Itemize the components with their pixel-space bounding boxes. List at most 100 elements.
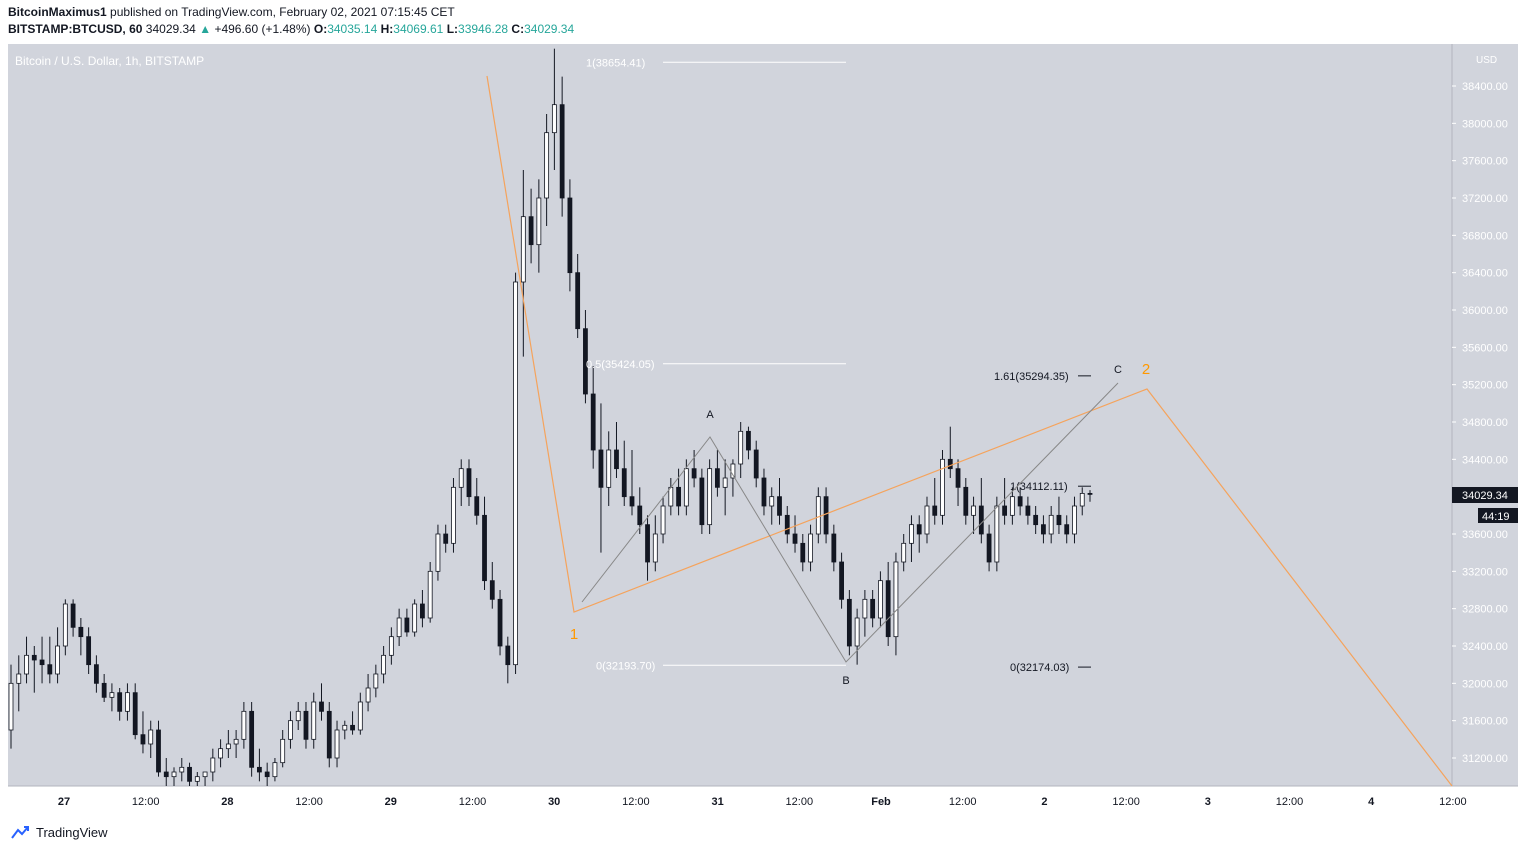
candle-body — [870, 598, 876, 619]
price-axis[interactable] — [1452, 44, 1518, 786]
candle-body — [714, 468, 720, 488]
candle-body — [373, 673, 379, 689]
x-tick-label: 12:00 — [132, 796, 160, 808]
change-arrow-icon: ▲ — [199, 22, 212, 36]
currency-label: USD — [1476, 55, 1497, 66]
candle-body — [132, 692, 138, 736]
candle-body — [295, 710, 301, 722]
y-tick-label: 36800.00 — [1462, 230, 1508, 242]
candle-body — [249, 710, 255, 768]
candle-body — [179, 766, 185, 773]
candle-body — [598, 449, 604, 488]
candle-body — [909, 524, 914, 544]
candle-body — [854, 617, 860, 647]
candle-body — [878, 580, 883, 619]
candle-body — [1002, 505, 1008, 516]
candle-body — [342, 724, 348, 731]
x-tick-label: 30 — [548, 796, 560, 808]
candle-body — [31, 654, 37, 661]
chart-pane[interactable] — [8, 44, 1452, 786]
candle-body — [187, 766, 192, 782]
wave-label-1: 1 — [570, 626, 578, 643]
candle-body — [202, 771, 208, 778]
y-tick-label: 35200.00 — [1462, 380, 1508, 392]
candle-body — [551, 104, 557, 134]
y-tick-label: 32000.00 — [1462, 678, 1508, 690]
x-tick-label: 12:00 — [459, 796, 487, 808]
low-label: L: — [446, 22, 459, 36]
candle-body — [319, 701, 324, 712]
x-tick-label: 12:00 — [295, 796, 323, 808]
candle-body — [986, 533, 992, 563]
last-price: 34029.34 — [145, 22, 196, 36]
abc-wave-path — [581, 382, 1119, 663]
tradingview-logo[interactable]: TradingView — [8, 824, 108, 840]
x-tick-label: 2 — [1041, 796, 1047, 808]
candle-body — [885, 580, 891, 638]
candle-body — [815, 496, 821, 535]
wave-label-C: C — [1114, 364, 1122, 376]
candle-body — [699, 477, 705, 526]
close-value: 34029.34 — [524, 22, 575, 36]
y-tick-label: 32400.00 — [1462, 641, 1508, 653]
candle-body — [303, 710, 309, 740]
candle-body — [629, 496, 635, 507]
fib-level-label: 0(32193.70) — [596, 660, 655, 672]
time-axis[interactable] — [8, 786, 1518, 814]
candle-body — [357, 701, 363, 731]
wave-label-A: A — [706, 409, 714, 421]
high-label: H: — [380, 22, 394, 36]
orange-wave-path — [486, 75, 1453, 787]
drawing-overlays: 1(38654.41) 0.5(35424.05) 0(32193.70) 1.61(… — [486, 57, 1453, 787]
candle-body — [1056, 514, 1062, 526]
author-name[interactable]: BitcoinMaximus1 — [8, 5, 107, 19]
x-axis-ticks: 27 12:00 28 12:00 29 12:00 30 12:00 31 12:00 Feb 12… — [58, 796, 1467, 808]
candles-group — [8, 48, 1093, 786]
candle-body — [955, 468, 961, 488]
countdown-label: 44:19 — [1482, 511, 1510, 523]
candle-body — [280, 738, 286, 764]
candle-body — [388, 636, 394, 656]
close-label: C: — [511, 22, 525, 36]
candle-body — [156, 729, 161, 773]
candle-body — [1064, 524, 1070, 535]
candle-body — [420, 603, 425, 619]
candle-body — [1087, 492, 1093, 495]
x-tick-label: 12:00 — [1439, 796, 1467, 808]
candle-body — [78, 626, 84, 638]
candle-body — [924, 505, 930, 535]
y-tick-label: 36000.00 — [1462, 305, 1508, 317]
candle-body — [753, 449, 759, 479]
last-price-tag — [1452, 487, 1518, 503]
candle-body — [940, 458, 945, 516]
candle-body — [1079, 492, 1085, 507]
candle-body — [1025, 505, 1031, 516]
chart-title: Bitcoin / U.S. Dollar, 1h, BITSTAMP — [15, 54, 204, 68]
y-tick-label: 37200.00 — [1462, 193, 1508, 205]
candle-body — [513, 281, 518, 666]
candle-body — [288, 720, 293, 740]
candle-body — [746, 430, 751, 451]
candle-body — [482, 514, 487, 582]
candle-body — [1041, 524, 1046, 535]
publish-info: BitcoinMaximus1 published on TradingView… — [8, 5, 455, 19]
candle-body — [637, 505, 643, 526]
candle-body — [846, 598, 852, 647]
open-value: 34035.14 — [327, 22, 378, 36]
candle-body — [583, 328, 588, 395]
candle-body — [8, 682, 14, 731]
candle-body — [784, 514, 790, 535]
candle-body — [171, 771, 177, 778]
candle-body — [427, 570, 433, 619]
x-tick-label: 28 — [221, 796, 233, 808]
x-tick-label: 12:00 — [949, 796, 977, 808]
candle-body — [1017, 496, 1023, 507]
candle-body — [520, 216, 526, 283]
wave-label-2: 2 — [1142, 361, 1150, 378]
candle-body — [497, 598, 503, 647]
candle-body — [334, 729, 340, 759]
candle-body — [932, 505, 938, 516]
candle-body — [218, 748, 223, 759]
candle-body — [86, 636, 92, 666]
